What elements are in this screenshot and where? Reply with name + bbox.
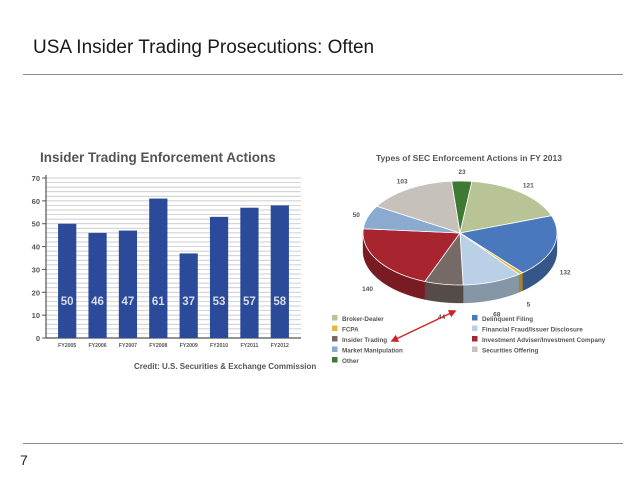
bar xyxy=(88,232,107,338)
legend-label: Investment Adviser/Investment Company xyxy=(482,337,606,344)
annotation-arrow xyxy=(390,310,457,342)
pie-value-label: 68 xyxy=(493,311,501,318)
bar-chart-x-ticks: FY2005 FY2006 FY2007 FY2008 FY2009 FY2010 FY20… xyxy=(58,343,289,349)
pie-slice xyxy=(424,231,464,286)
bar-value-label: 53 xyxy=(213,296,226,308)
bar-x-tick-label: FY2012 xyxy=(271,343,289,349)
pie-slice xyxy=(458,215,558,274)
bar-y-tick-label: 0 xyxy=(36,334,40,343)
pie-slice xyxy=(376,180,461,234)
pie-chart-slices xyxy=(362,180,558,286)
bar-chart: Insider Trading Enforcement Actions 0 10 2… xyxy=(32,150,317,371)
bar-y-tick-label: 60 xyxy=(32,197,40,206)
bar-value-label: 37 xyxy=(182,296,195,308)
bar-y-tick-label: 40 xyxy=(32,243,40,252)
pie-value-label: 5 xyxy=(527,301,531,308)
bar-value-label: 47 xyxy=(122,296,135,308)
pie-chart: Types of SEC Enforcement Actions in FY 2… xyxy=(332,153,606,365)
bar-value-label: 46 xyxy=(91,296,104,308)
legend-swatch xyxy=(332,346,338,352)
bar xyxy=(149,198,168,338)
bar xyxy=(118,230,138,338)
bar xyxy=(209,216,229,338)
pie-chart-depth xyxy=(362,232,558,304)
legend-label: Other xyxy=(342,358,359,365)
page-number: 7 xyxy=(20,452,28,468)
legend-label: Delinquent Filing xyxy=(482,316,533,323)
legend-label: FCPA xyxy=(342,327,359,334)
bar xyxy=(179,253,198,338)
bar-chart-bars xyxy=(58,198,289,338)
legend-label: Insider Trading xyxy=(342,337,387,344)
bar-y-tick-label: 30 xyxy=(32,265,40,274)
bar-chart-title: Insider Trading Enforcement Actions xyxy=(40,150,276,165)
pie-value-label: 121 xyxy=(523,183,534,190)
pie-slice xyxy=(362,205,461,234)
footer-divider xyxy=(23,443,623,444)
bar-x-tick-label: FY2008 xyxy=(149,343,167,349)
legend-swatch xyxy=(472,346,478,352)
bar-chart-value-labels: 50 46 47 61 37 53 57 58 xyxy=(61,296,287,308)
bar-value-label: 61 xyxy=(152,296,165,308)
slide-title: USA Insider Trading Prosecutions: Often xyxy=(33,37,375,58)
bar-chart-grid xyxy=(46,177,301,334)
bar-y-tick-label: 50 xyxy=(32,220,40,229)
pie-chart-title: Types of SEC Enforcement Actions in FY 2… xyxy=(376,153,562,163)
pie-slice xyxy=(459,232,520,286)
bar xyxy=(240,207,259,338)
legend-swatch xyxy=(472,325,478,331)
legend-label: Securities Offering xyxy=(482,348,538,355)
legend-swatch xyxy=(332,315,338,321)
legend-swatch xyxy=(472,336,478,342)
bar-chart-y-ticks: 0 10 20 30 40 50 60 70 xyxy=(32,174,46,343)
pie-slice xyxy=(451,180,473,234)
bar-x-tick-label: FY2009 xyxy=(180,343,198,349)
bar xyxy=(58,223,77,338)
bar-value-label: 58 xyxy=(273,296,286,308)
legend-label: Broker-Dealer xyxy=(342,316,384,323)
pie-slice xyxy=(459,180,553,234)
pie-chart-legend: Broker-Dealer FCPA Insider Trading Market M… xyxy=(332,315,606,365)
bar-x-tick-label: FY2010 xyxy=(210,343,228,349)
bar-value-label: 50 xyxy=(61,296,74,308)
pie-slice xyxy=(362,228,461,282)
legend-label: Market Manipulation xyxy=(342,348,403,355)
bar-y-tick-label: 10 xyxy=(32,311,40,320)
pie-value-label: 50 xyxy=(353,212,361,219)
legend-swatch xyxy=(472,315,478,321)
pie-value-label: 132 xyxy=(560,269,571,276)
pie-value-label: 140 xyxy=(362,286,373,293)
pie-value-label: 103 xyxy=(397,178,408,185)
bar-chart-credit: Credit: U.S. Securities & Exchange Commi… xyxy=(134,362,316,371)
legend-swatch xyxy=(332,325,338,331)
bar-y-tick-label: 70 xyxy=(32,174,40,183)
legend-label: Financial Fraud/Issuer Disclosure xyxy=(482,327,583,334)
bar-x-tick-label: FY2011 xyxy=(240,343,258,349)
legend-swatch xyxy=(332,336,338,342)
bar-x-tick-label: FY2005 xyxy=(58,343,76,349)
legend-swatch xyxy=(332,357,338,363)
bar-y-tick-label: 20 xyxy=(32,288,40,297)
pie-value-label: 23 xyxy=(458,169,466,176)
insider-trading-arrow xyxy=(390,310,457,342)
bar-x-tick-label: FY2006 xyxy=(88,343,106,349)
title-divider xyxy=(23,74,623,75)
pie-slice-side xyxy=(518,272,523,293)
bar xyxy=(270,205,289,338)
bar-value-label: 57 xyxy=(243,296,256,308)
bar-x-tick-label: FY2007 xyxy=(119,343,137,349)
